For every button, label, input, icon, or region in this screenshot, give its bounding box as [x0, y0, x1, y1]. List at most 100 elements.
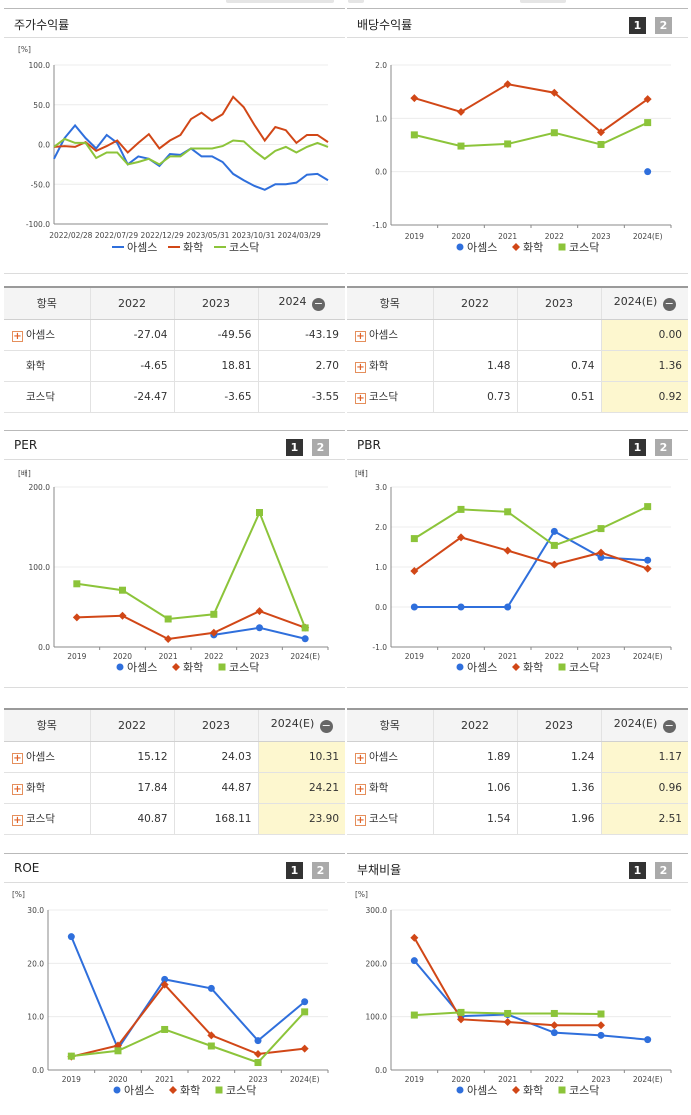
- x-tick-label: 2021: [155, 1075, 174, 1084]
- pbr-panel: PBR 1 2 [배] 3.0 2.0 1.0 0.0 -1.0 2019 2020 2021 2…: [347, 430, 688, 688]
- series-1: [410, 80, 652, 137]
- expand-icon[interactable]: +: [12, 784, 23, 795]
- x-tick-label: 2021: [498, 652, 517, 661]
- page-1-button[interactable]: 1: [629, 17, 646, 34]
- panel-header: PER 1 2: [4, 430, 345, 460]
- x-tick-label: 2023/10/31: [232, 231, 275, 240]
- series-0: [410, 527, 652, 611]
- expand-icon[interactable]: +: [12, 753, 23, 764]
- legend-marker: [456, 1086, 464, 1094]
- expand-icon[interactable]: +: [355, 331, 366, 342]
- data-point: [410, 603, 418, 611]
- x-tick-label: 2024(E): [633, 1075, 663, 1084]
- data-point: [114, 1041, 122, 1050]
- data-point: [255, 607, 264, 616]
- expand-icon[interactable]: +: [355, 753, 366, 764]
- y-tick-label: 2.0: [375, 61, 387, 70]
- y-tick-label: 0.0: [375, 1066, 387, 1075]
- data-point: [597, 1010, 605, 1018]
- expand-icon[interactable]: +: [355, 815, 366, 826]
- data-point: [256, 624, 263, 632]
- page-1-button[interactable]: 1: [629, 439, 646, 456]
- data-point: [457, 1015, 465, 1024]
- legend-marker: [558, 243, 566, 251]
- x-tick-label: 2019: [405, 232, 424, 241]
- panel-header: 배당수익률 1 2: [347, 8, 688, 38]
- collapse-icon[interactable]: −: [662, 719, 676, 734]
- table-row: + 코스닥 1.54 1.96 2.51: [347, 803, 688, 835]
- table-row: + 코스닥 0.73 0.51 0.92: [347, 381, 688, 413]
- col-header-item: 항목: [4, 288, 91, 320]
- x-tick-label: 2022: [204, 652, 223, 661]
- table-row: + 아셈스 0.00: [347, 319, 688, 351]
- legend-marker: [558, 663, 566, 671]
- collapse-icon[interactable]: −: [312, 297, 325, 312]
- panel-header: 부채비율 1 2: [347, 853, 688, 883]
- cell: 18.81: [174, 350, 259, 382]
- data-point: [210, 610, 218, 618]
- pbr-table: 항목 2022 2023 2024(E) − + 아셈스 1.89 1.24 1.…: [347, 708, 688, 835]
- data-point: [67, 933, 75, 941]
- data-point: [503, 80, 512, 89]
- legend-marker: [456, 663, 464, 671]
- table-row: + 화학 17.84 44.87 24.21: [4, 772, 345, 804]
- page-2-button[interactable]: 2: [655, 862, 672, 879]
- expand-icon[interactable]: +: [12, 331, 23, 342]
- legend-marker: [116, 663, 124, 671]
- cell: 0.73: [433, 381, 518, 413]
- cell: 0.74: [517, 350, 602, 382]
- top-tab-right: [520, 0, 566, 3]
- data-point: [644, 119, 652, 127]
- col-header-item: 항목: [347, 288, 434, 320]
- data-point: [72, 613, 81, 622]
- data-point: [301, 998, 309, 1006]
- data-point: [301, 635, 309, 643]
- page-2-button[interactable]: 2: [312, 862, 329, 879]
- series-1: [67, 980, 309, 1061]
- expand-icon[interactable]: +: [355, 784, 366, 795]
- row-label: 아셈스: [369, 329, 398, 341]
- per-panel: PER 1 2 [배] 200.0 100.0 0.0 2019 2020 2021 2022…: [4, 430, 345, 688]
- roe-panel: ROE 1 2 [%] 30.0 20.0 10.0 0.0 2019 2020 2021 20…: [4, 853, 345, 1113]
- data-point: [457, 603, 465, 611]
- page-2-button[interactable]: 2: [655, 439, 672, 456]
- collapse-icon[interactable]: −: [319, 719, 333, 734]
- data-point: [457, 142, 465, 150]
- cell: -43.19: [258, 319, 345, 351]
- expand-icon[interactable]: +: [355, 362, 366, 373]
- page-1-button[interactable]: 1: [629, 862, 646, 879]
- data-point: [504, 603, 512, 611]
- pbr-chart: [배] 3.0 2.0 1.0 0.0 -1.0 2019 2020 2021 2022 2023 2…: [355, 469, 672, 674]
- legend-marker: [456, 243, 464, 251]
- unit-label: [배]: [18, 469, 31, 478]
- per-chart: [배] 200.0 100.0 0.0 2019 2020 2021 2022 2023 2024…: [18, 469, 329, 674]
- y-tick-label: -50.0: [31, 180, 51, 189]
- page-1-button[interactable]: 1: [286, 439, 303, 456]
- collapse-icon[interactable]: −: [662, 297, 676, 312]
- page-1-button[interactable]: 1: [286, 862, 303, 879]
- page-2-button[interactable]: 2: [655, 17, 672, 34]
- panel-title: 배당수익률: [357, 18, 413, 32]
- y-tick-label: -1.0: [372, 643, 387, 652]
- series-2: [53, 137, 329, 166]
- y-tick-label: 3.0: [375, 483, 387, 492]
- y-tick-label: 50.0: [33, 101, 50, 110]
- x-tick-label: 2019: [62, 1075, 81, 1084]
- x-tick-label: 2019: [405, 1075, 424, 1084]
- expand-icon[interactable]: +: [12, 815, 23, 826]
- y-tick-label: 20.0: [27, 959, 44, 968]
- cell: 1.06: [433, 772, 518, 804]
- x-tick-label: 2021: [159, 652, 178, 661]
- col-header-2024e: 2024(E) −: [601, 710, 688, 742]
- data-point: [550, 88, 559, 97]
- data-point: [73, 580, 81, 588]
- expand-icon[interactable]: +: [355, 393, 366, 404]
- page-2-button[interactable]: 2: [312, 439, 329, 456]
- y-tick-label: 200.0: [29, 483, 51, 492]
- series-line: [414, 530, 648, 608]
- x-tick-label: 2024(E): [633, 232, 663, 241]
- panel-title: PBR: [357, 438, 381, 452]
- legend-label: 화학: [523, 1084, 543, 1097]
- series-1: [410, 933, 605, 1030]
